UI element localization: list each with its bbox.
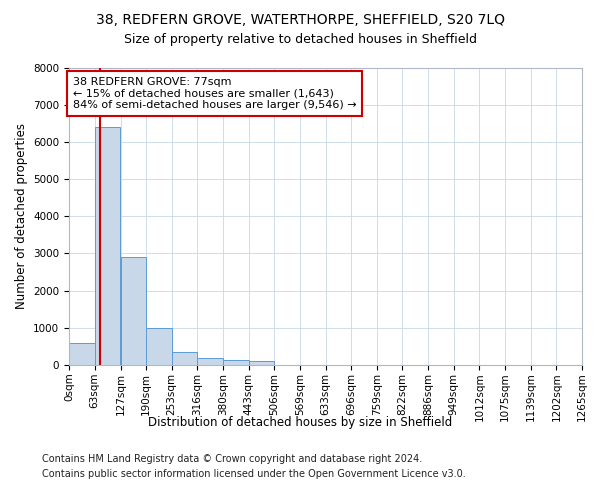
Text: 38, REDFERN GROVE, WATERTHORPE, SHEFFIELD, S20 7LQ: 38, REDFERN GROVE, WATERTHORPE, SHEFFIEL…	[95, 12, 505, 26]
Text: Contains HM Land Registry data © Crown copyright and database right 2024.: Contains HM Land Registry data © Crown c…	[42, 454, 422, 464]
Text: Contains public sector information licensed under the Open Government Licence v3: Contains public sector information licen…	[42, 469, 466, 479]
Text: 38 REDFERN GROVE: 77sqm
← 15% of detached houses are smaller (1,643)
84% of semi: 38 REDFERN GROVE: 77sqm ← 15% of detache…	[73, 77, 356, 110]
Text: Distribution of detached houses by size in Sheffield: Distribution of detached houses by size …	[148, 416, 452, 429]
Bar	[223, 360, 248, 365]
Bar	[197, 358, 223, 365]
Bar	[172, 352, 197, 365]
Text: Size of property relative to detached houses in Sheffield: Size of property relative to detached ho…	[124, 32, 476, 46]
Bar	[248, 362, 274, 365]
Bar	[95, 127, 120, 365]
Bar	[69, 342, 95, 365]
Y-axis label: Number of detached properties: Number of detached properties	[14, 123, 28, 309]
Bar	[121, 257, 146, 365]
Bar	[146, 328, 172, 365]
